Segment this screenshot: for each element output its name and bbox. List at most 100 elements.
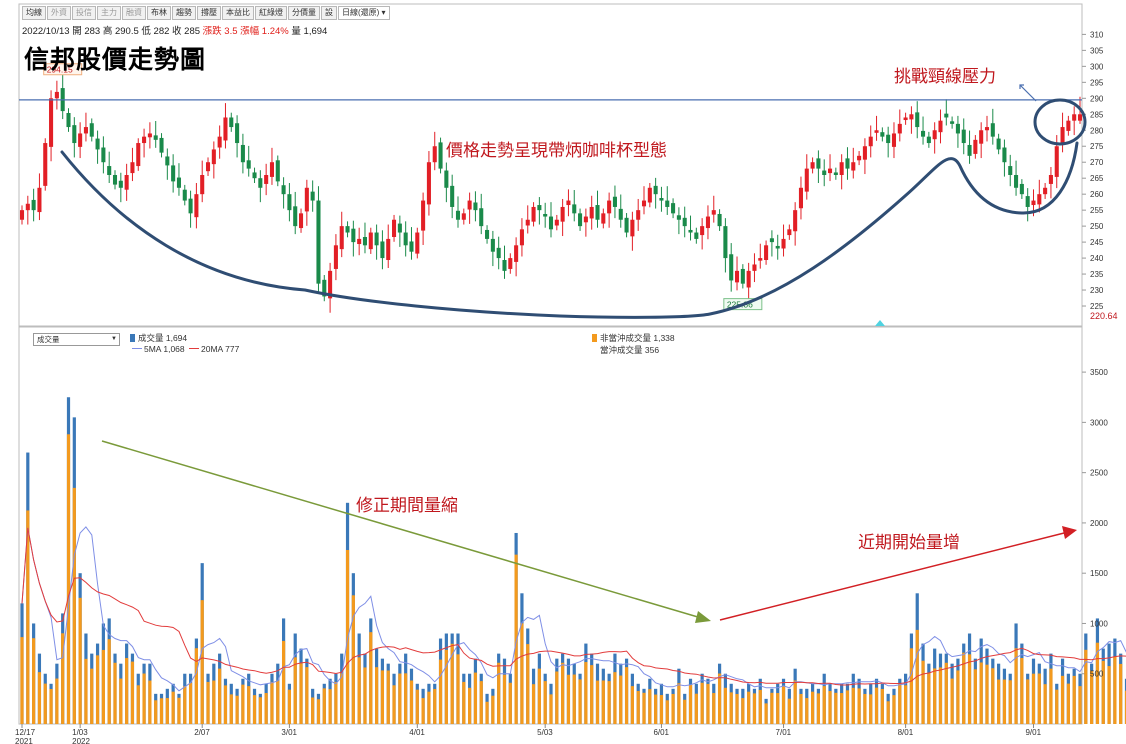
toolbar-tab-9[interactable]: 紅綠燈 <box>255 6 287 20</box>
candle-body <box>496 247 501 259</box>
candle-body <box>1014 175 1019 188</box>
volume-bar-nonday <box>450 643 454 724</box>
price-tick-label: 270 <box>1090 158 1104 167</box>
volume-bar-nonday <box>438 659 443 724</box>
price-tick-label: 275 <box>1090 142 1104 151</box>
candle-body <box>804 168 809 192</box>
volume-bar-nonday <box>1008 680 1012 724</box>
candle-body <box>409 241 414 252</box>
volume-bar-nonday <box>828 691 832 724</box>
candle-body <box>473 202 478 211</box>
volume-bar-nonday <box>119 678 123 724</box>
chart-title: 信邦股價走勢圖 <box>24 45 207 74</box>
toolbar-tab-10[interactable]: 分價量 <box>288 6 320 20</box>
toolbar-tab-0[interactable]: 均線 <box>22 6 46 20</box>
toolbar-tab-5[interactable]: 布林 <box>147 6 171 20</box>
volume-bar-nonday <box>276 680 280 724</box>
volume-select[interactable]: 成交量 ▼ <box>33 333 120 346</box>
candle-body <box>572 204 577 214</box>
toolbar-tab-4[interactable]: 融資 <box>122 6 146 20</box>
volume-bar-nonday <box>956 670 960 724</box>
candle-body <box>1072 114 1077 121</box>
candle-body <box>1077 114 1083 121</box>
candle-body <box>851 162 856 171</box>
toolbar-tab-12[interactable]: 日線(還原) ▾ <box>338 6 390 20</box>
candle-body <box>938 120 943 133</box>
volume-bar-nonday <box>816 693 821 724</box>
candle-body <box>281 185 286 195</box>
candle-body <box>932 130 937 140</box>
candle-body <box>979 130 984 144</box>
volume-bar-nonday <box>194 648 198 724</box>
volume-bar-nonday <box>206 681 210 724</box>
volume-bar-nonday <box>479 681 483 724</box>
indicator-toolbar: 均線 外資 投信 主力 融資 布林 趨勢 撐壓 本益比 紅綠燈 分價量設日線(還原) ▾ <box>22 6 390 20</box>
candle-body <box>136 143 141 167</box>
volume-bar-nonday <box>654 694 658 724</box>
candle-body <box>857 155 862 161</box>
candle-body <box>543 213 548 217</box>
toolbar-tab-2[interactable]: 投信 <box>72 6 96 20</box>
candle-body <box>827 168 833 174</box>
toolbar-tab-1[interactable]: 外資 <box>47 6 71 20</box>
volume-bar-nonday <box>607 681 611 724</box>
volume-bar-nonday <box>49 689 53 724</box>
candle-body <box>950 121 955 124</box>
annotation-volume-shrink: 修正期間量縮 <box>356 496 458 515</box>
candle-body <box>880 132 885 137</box>
volume-bar-nonday <box>1090 670 1094 724</box>
candle-body <box>1025 196 1030 207</box>
x-tick-label: 6/01 <box>653 728 669 737</box>
candle-body <box>734 270 740 283</box>
candle-body <box>554 219 559 226</box>
candle-body <box>583 216 588 223</box>
volume-bar-nonday <box>491 695 495 724</box>
candle-body <box>490 238 495 252</box>
volume-bar-nonday <box>485 701 489 724</box>
volume-bar-nonday <box>985 664 989 724</box>
candle-body <box>485 229 490 239</box>
candle-body <box>386 238 391 261</box>
candle-body <box>1002 147 1007 163</box>
volume-bar-nonday <box>741 698 745 724</box>
toolbar-tab-6[interactable]: 趨勢 <box>172 6 196 20</box>
price-tick-label: 230 <box>1090 286 1104 295</box>
candle-body <box>822 170 827 175</box>
volume-bar-nonday <box>909 648 914 724</box>
volume-bar-nonday <box>997 679 1001 724</box>
toolbar-tab-11[interactable]: 設 <box>321 6 337 20</box>
volume-bar-nonday <box>729 692 733 724</box>
volume-bar-nonday <box>258 697 262 724</box>
candle-body <box>357 238 362 245</box>
volume-bar-nonday <box>1049 668 1053 724</box>
toolbar-tab-3[interactable]: 主力 <box>97 6 121 20</box>
volume-bar-nonday <box>223 685 228 724</box>
candle-body <box>368 232 373 250</box>
volume-bar-nonday <box>212 680 216 724</box>
candle-body <box>781 238 786 249</box>
candle-body <box>508 258 513 269</box>
toolbar-tab-8[interactable]: 本益比 <box>222 6 254 20</box>
candle-body <box>717 213 722 227</box>
candle-body <box>455 210 461 220</box>
volume-bar-nonday <box>241 684 245 724</box>
candle-body <box>694 232 699 239</box>
candle-body <box>810 162 815 169</box>
candle-body <box>31 199 36 211</box>
volume-bar-nonday <box>979 662 983 724</box>
candle-body <box>153 135 158 140</box>
volume-bar-nonday <box>508 682 512 724</box>
volume-bar-nonday <box>717 673 722 724</box>
candle-body <box>612 196 617 207</box>
x-tick-label: 9/01 <box>1025 728 1041 737</box>
price-tick-label: 310 <box>1090 30 1104 39</box>
volume-bar-nonday <box>154 700 158 724</box>
volume-bar-nonday <box>543 681 547 724</box>
volume-bar-nonday <box>159 698 164 724</box>
candle-body <box>676 215 681 220</box>
candle-body <box>775 245 780 249</box>
candle-body <box>200 175 205 195</box>
toolbar-tab-7[interactable]: 撐壓 <box>197 6 221 20</box>
volume-bar-nonday <box>851 687 855 724</box>
volume-bar-nonday <box>1066 683 1070 724</box>
